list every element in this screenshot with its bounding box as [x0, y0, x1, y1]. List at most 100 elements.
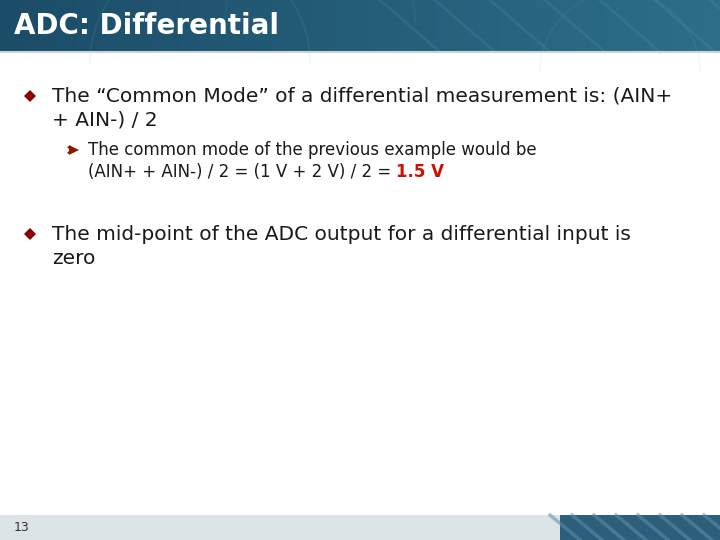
Polygon shape — [270, 0, 274, 52]
Polygon shape — [83, 0, 86, 52]
Polygon shape — [338, 0, 342, 52]
Polygon shape — [698, 0, 702, 52]
Polygon shape — [65, 0, 68, 52]
Polygon shape — [666, 0, 670, 52]
Polygon shape — [670, 0, 673, 52]
Polygon shape — [641, 0, 644, 52]
Polygon shape — [137, 0, 140, 52]
Polygon shape — [554, 0, 558, 52]
Polygon shape — [392, 0, 396, 52]
Polygon shape — [40, 0, 43, 52]
Polygon shape — [450, 0, 454, 52]
Text: (AIN+ + AIN-) / 2 = (1 V + 2 V) / 2 =: (AIN+ + AIN-) / 2 = (1 V + 2 V) / 2 = — [88, 163, 397, 181]
Polygon shape — [432, 0, 436, 52]
Bar — [0, 515, 720, 540]
Polygon shape — [378, 0, 382, 52]
Polygon shape — [580, 0, 583, 52]
Polygon shape — [166, 0, 169, 52]
Text: 13: 13 — [14, 521, 30, 534]
Polygon shape — [104, 0, 108, 52]
Polygon shape — [61, 0, 65, 52]
Polygon shape — [475, 0, 479, 52]
Polygon shape — [367, 0, 371, 52]
Polygon shape — [396, 0, 400, 52]
Polygon shape — [626, 0, 630, 52]
Polygon shape — [529, 0, 533, 52]
Polygon shape — [547, 0, 551, 52]
Polygon shape — [551, 0, 554, 52]
Polygon shape — [191, 0, 194, 52]
Polygon shape — [583, 0, 587, 52]
Polygon shape — [716, 0, 720, 52]
Polygon shape — [58, 0, 61, 52]
Polygon shape — [306, 0, 310, 52]
Polygon shape — [288, 0, 292, 52]
Polygon shape — [151, 0, 155, 52]
Polygon shape — [587, 0, 590, 52]
Polygon shape — [634, 0, 637, 52]
Polygon shape — [148, 0, 151, 52]
Polygon shape — [194, 0, 198, 52]
Polygon shape — [673, 0, 677, 52]
Polygon shape — [612, 0, 616, 52]
Polygon shape — [158, 0, 162, 52]
Polygon shape — [155, 0, 158, 52]
Polygon shape — [364, 0, 367, 52]
Polygon shape — [511, 0, 515, 52]
Polygon shape — [468, 0, 472, 52]
Polygon shape — [292, 0, 295, 52]
Polygon shape — [76, 0, 79, 52]
Polygon shape — [486, 0, 490, 52]
Polygon shape — [277, 0, 281, 52]
Polygon shape — [302, 0, 306, 52]
Polygon shape — [220, 0, 223, 52]
Polygon shape — [526, 0, 529, 52]
Polygon shape — [187, 0, 191, 52]
Polygon shape — [479, 0, 482, 52]
Polygon shape — [439, 0, 443, 52]
Polygon shape — [43, 0, 47, 52]
Text: zero: zero — [52, 248, 95, 267]
Polygon shape — [18, 0, 22, 52]
Polygon shape — [342, 0, 346, 52]
Polygon shape — [464, 0, 468, 52]
Polygon shape — [360, 0, 364, 52]
Polygon shape — [241, 0, 245, 52]
Polygon shape — [709, 0, 713, 52]
Polygon shape — [14, 0, 18, 52]
Polygon shape — [94, 0, 97, 52]
Polygon shape — [331, 0, 335, 52]
Polygon shape — [112, 0, 115, 52]
Polygon shape — [482, 0, 486, 52]
Polygon shape — [414, 0, 418, 52]
Polygon shape — [508, 0, 511, 52]
Polygon shape — [328, 0, 331, 52]
Polygon shape — [25, 0, 29, 52]
Polygon shape — [32, 0, 36, 52]
Polygon shape — [446, 0, 450, 52]
Bar — [560, 515, 720, 540]
Polygon shape — [7, 0, 11, 52]
Polygon shape — [655, 0, 659, 52]
Polygon shape — [504, 0, 508, 52]
Polygon shape — [356, 0, 360, 52]
Polygon shape — [180, 0, 184, 52]
Polygon shape — [562, 0, 565, 52]
Polygon shape — [176, 0, 180, 52]
Polygon shape — [522, 0, 526, 52]
Polygon shape — [349, 0, 353, 52]
Polygon shape — [90, 0, 94, 52]
Polygon shape — [400, 0, 403, 52]
Polygon shape — [263, 0, 266, 52]
Text: The “Common Mode” of a differential measurement is: (AIN+: The “Common Mode” of a differential meas… — [52, 86, 672, 105]
Polygon shape — [421, 0, 425, 52]
Polygon shape — [317, 0, 320, 52]
Polygon shape — [594, 0, 598, 52]
Polygon shape — [648, 0, 652, 52]
Polygon shape — [472, 0, 475, 52]
Polygon shape — [630, 0, 634, 52]
Polygon shape — [173, 0, 176, 52]
Polygon shape — [69, 145, 79, 155]
Polygon shape — [659, 0, 662, 52]
Polygon shape — [274, 0, 277, 52]
